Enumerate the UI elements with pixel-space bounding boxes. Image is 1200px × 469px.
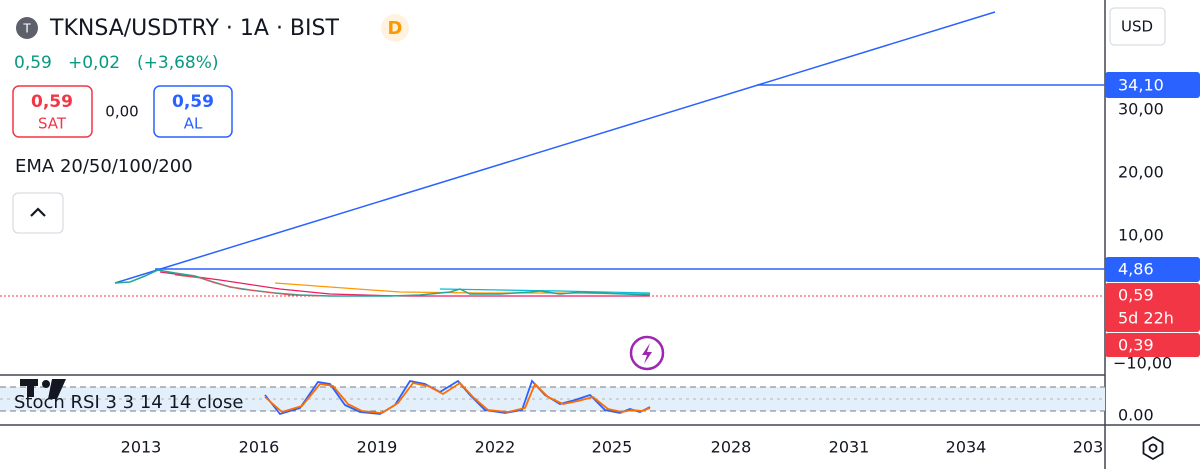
price: 0,59 bbox=[14, 53, 52, 73]
last-price-badge bbox=[1105, 283, 1200, 332]
price-axis-label: 20,00 bbox=[1118, 163, 1164, 182]
symbol-logo-letter: T bbox=[22, 22, 31, 36]
chevron-up-icon bbox=[30, 207, 46, 217]
price-axis-label: 10,00 bbox=[1118, 226, 1164, 245]
sell-label: SAT bbox=[38, 115, 67, 133]
price-badge bbox=[1105, 257, 1200, 282]
currency: USD bbox=[1121, 18, 1153, 36]
oscillator-label: Stoch RSI 3 3 14 14 close bbox=[14, 392, 243, 413]
price-badge bbox=[1105, 333, 1200, 357]
price-badge-label: 0,39 bbox=[1118, 336, 1154, 355]
price-axis-label: −10,00 bbox=[1113, 354, 1172, 373]
last-price-label: 0,59 bbox=[1118, 286, 1154, 305]
ema-line bbox=[159, 271, 650, 297]
stoch-d-line bbox=[264, 381, 651, 414]
lightning-icon bbox=[642, 343, 652, 364]
badge-bg bbox=[381, 14, 409, 42]
settings-button[interactable] bbox=[1142, 435, 1164, 461]
price-change-pct: (+3,68%) bbox=[137, 53, 219, 73]
trend-line bbox=[114, 11, 996, 284]
sell-price: 0,59 bbox=[31, 92, 73, 112]
time-axis-label: 2013 bbox=[121, 438, 162, 457]
time-axis-label: 2034 bbox=[946, 438, 987, 457]
spread: 0,00 bbox=[105, 103, 138, 121]
tradingview-logo bbox=[20, 379, 66, 399]
time-axis-label: 2019 bbox=[357, 438, 398, 457]
price-axis-label: 30,00 bbox=[1118, 100, 1164, 119]
price-badge-label: 4,86 bbox=[1118, 260, 1154, 279]
buy-button[interactable] bbox=[153, 85, 233, 138]
time-axis-label: 2025 bbox=[592, 438, 633, 457]
currency-button[interactable] bbox=[1109, 7, 1166, 46]
buy-price: 0,59 bbox=[172, 92, 214, 112]
badge: D bbox=[388, 18, 403, 39]
symbol-title[interactable]: TKNSA/USDTRY · 1A · BIST bbox=[49, 16, 339, 41]
price-series bbox=[174, 274, 321, 297]
indicator-label[interactable]: EMA 20/50/100/200 bbox=[15, 156, 193, 177]
buy-label: AL bbox=[184, 115, 203, 133]
price-badge-label: 34,10 bbox=[1118, 76, 1164, 95]
time-axis-label: 2028 bbox=[711, 438, 752, 457]
time-axis: 2013 2016 2019 2022 2025 2028 2031 2034 203 bbox=[121, 438, 1104, 457]
countdown-label: 5d 22h bbox=[1118, 309, 1174, 328]
time-axis-label: 2022 bbox=[475, 438, 516, 457]
ema-line bbox=[439, 288, 651, 294]
time-axis-label: 2016 bbox=[239, 438, 280, 457]
sell-button[interactable] bbox=[12, 85, 93, 138]
symbol-logo bbox=[16, 17, 38, 39]
time-axis-label: 2031 bbox=[829, 438, 870, 457]
collapse-button[interactable] bbox=[12, 192, 64, 234]
settings-icon bbox=[1148, 443, 1158, 453]
price-series bbox=[114, 269, 651, 297]
time-axis-label: 203 bbox=[1073, 438, 1104, 457]
price-change: +0,02 bbox=[68, 53, 120, 73]
price-badge bbox=[1105, 72, 1200, 98]
oscillator-axis-label: 0.00 bbox=[1118, 406, 1154, 425]
